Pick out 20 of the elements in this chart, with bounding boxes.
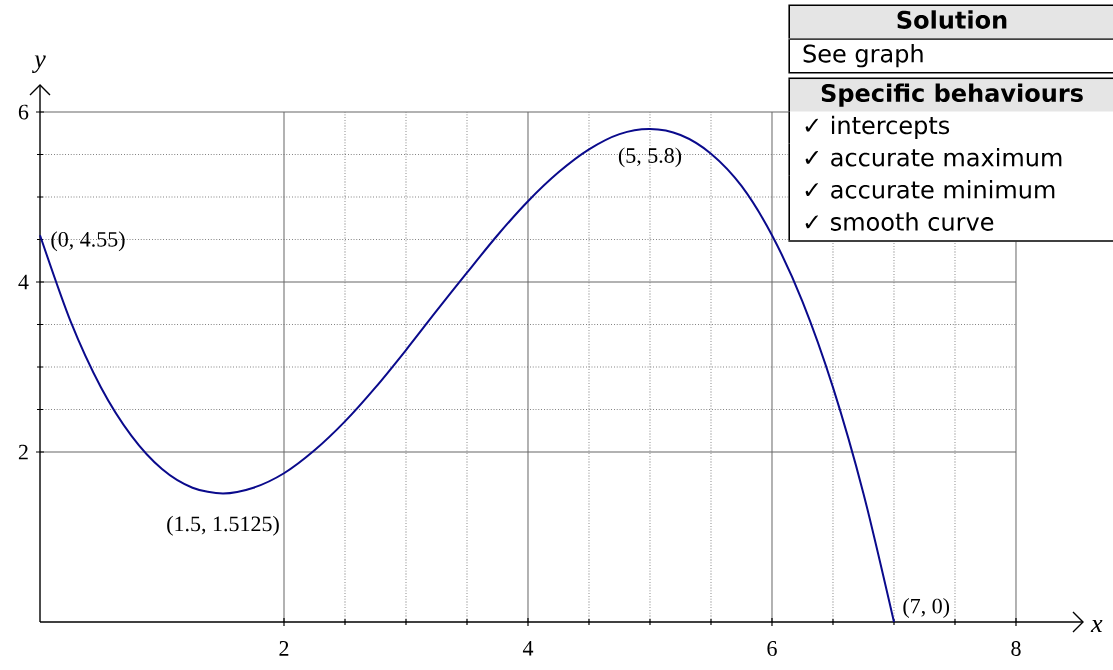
annotation: ✓ intercepts [805, 115, 950, 139]
annotation: (5, 5.8) [618, 147, 682, 168]
annotation: (0, 4.55) [51, 231, 125, 252]
annotation: (1.5, 1.5125) [167, 515, 279, 536]
y-tick-label: 6 [18, 104, 29, 120]
x-tick-label: 6 [767, 641, 777, 656]
x-axis-title: x [1090, 620, 1103, 632]
x-tick-label: 4 [522, 641, 534, 656]
text: Specific behaviours [821, 83, 1083, 107]
annotation: ✓ smooth curve [805, 212, 994, 231]
y-tick-label: 2 [18, 444, 28, 460]
y-tick-label: 4 [18, 274, 29, 290]
text: See graph [803, 44, 923, 68]
annotation: ✓ accurate minimum [805, 180, 1055, 199]
text: Solution [897, 10, 1007, 29]
annotation: (7, 0) [903, 598, 950, 618]
x-tick-label: 8 [1011, 641, 1021, 656]
x-tick-label: 2 [279, 641, 289, 656]
y-axis-title: y [32, 55, 46, 73]
annotation: ✓ accurate maximum [805, 147, 1062, 167]
